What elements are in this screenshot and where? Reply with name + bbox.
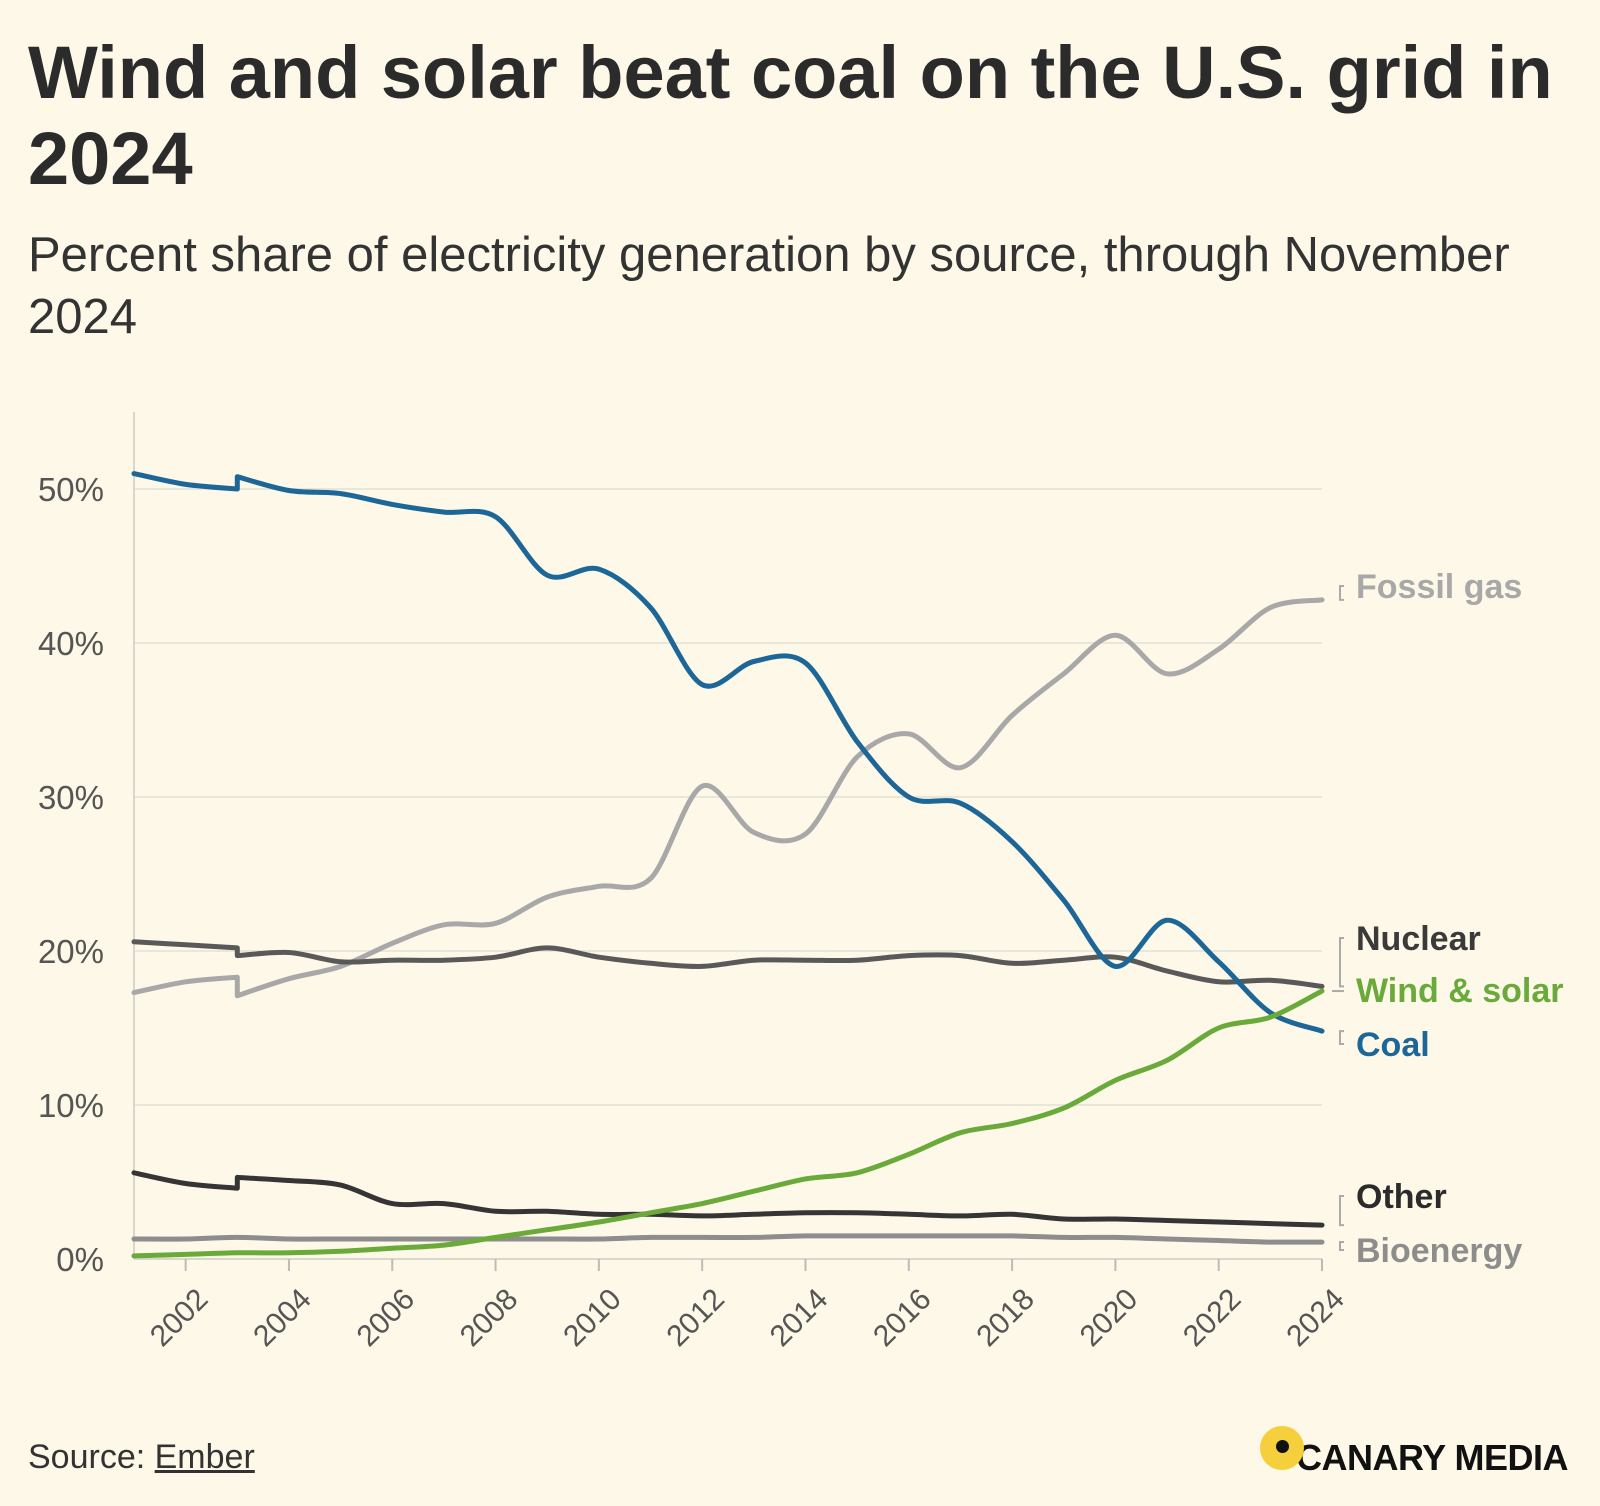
series-label-fossil-gas: Fossil gas: [1356, 568, 1522, 606]
x-tick-label: 2022: [1177, 1283, 1248, 1354]
y-tick-label: 20%: [38, 933, 104, 970]
x-tick-label: 2010: [557, 1283, 628, 1354]
series-label-bioenergy: Bioenergy: [1356, 1232, 1522, 1270]
x-tick-label: 2014: [764, 1283, 835, 1354]
label-connector: [1339, 937, 1344, 988]
series-label-other: Other: [1356, 1178, 1447, 1216]
y-tick-label: 0%: [56, 1241, 104, 1278]
label-connector: [1339, 1030, 1344, 1045]
x-tick-label: 2020: [1074, 1283, 1145, 1354]
series-line-coal: [131, 471, 1325, 1034]
series-line-bioenergy: [131, 1233, 1325, 1245]
x-tick-label: 2024: [1280, 1283, 1351, 1354]
source-link-ember[interactable]: Ember: [154, 1438, 255, 1476]
y-tick-label: 30%: [38, 779, 104, 816]
series-line-fossil-gas: [131, 597, 1325, 999]
series-lines: [131, 471, 1325, 1259]
chart-subtitle: Percent share of electricity generation …: [28, 228, 1510, 344]
series-labels: Fossil gas Nuclear Wind & solar Coal Other Bi…: [1332, 568, 1564, 1270]
x-tick-label: 2012: [660, 1283, 731, 1354]
axes: 0% 10% 20% 30% 40% 50% 2002 2004 2006 2008 2010 201…: [38, 412, 1351, 1353]
source-prefix: Source:: [28, 1438, 155, 1476]
x-tick-label: 2002: [144, 1283, 215, 1354]
canary-media-logo[interactable]: CANARY MEDIA: [1259, 1426, 1569, 1488]
x-tick-label: 2006: [351, 1283, 422, 1354]
canary-logo-icon: [1259, 1426, 1304, 1470]
x-tick-label: 2004: [247, 1283, 318, 1354]
series-label-nuclear: Nuclear: [1356, 920, 1481, 958]
x-tick-label: 2008: [454, 1283, 525, 1354]
gridlines: [134, 488, 1322, 1106]
brand-wordmark: CANARY MEDIA: [1295, 1437, 1569, 1478]
line-chart: 0% 10% 20% 30% 40% 50% 2002 2004 2006 2008 2010 201…: [38, 412, 1564, 1353]
label-connector: [1339, 1195, 1344, 1227]
x-tick-label: 2018: [970, 1283, 1041, 1354]
y-tick-label: 40%: [38, 625, 104, 662]
label-connector: [1339, 1241, 1344, 1251]
x-tick-label: 2016: [867, 1283, 938, 1354]
label-connector: [1339, 585, 1344, 601]
chart-title: Wind and solar beat coal on the U.S. gri…: [28, 31, 1553, 200]
series-line-other: [131, 1170, 1325, 1228]
series-line-nuclear: [131, 939, 1325, 989]
series-line-wind-solar: [131, 988, 1325, 1259]
y-tick-label: 10%: [38, 1087, 104, 1124]
series-label-wind-solar: Wind & solar: [1356, 972, 1564, 1010]
series-label-coal: Coal: [1356, 1026, 1430, 1064]
source-note: Source: Ember: [28, 1438, 255, 1477]
y-tick-label: 50%: [38, 471, 104, 508]
